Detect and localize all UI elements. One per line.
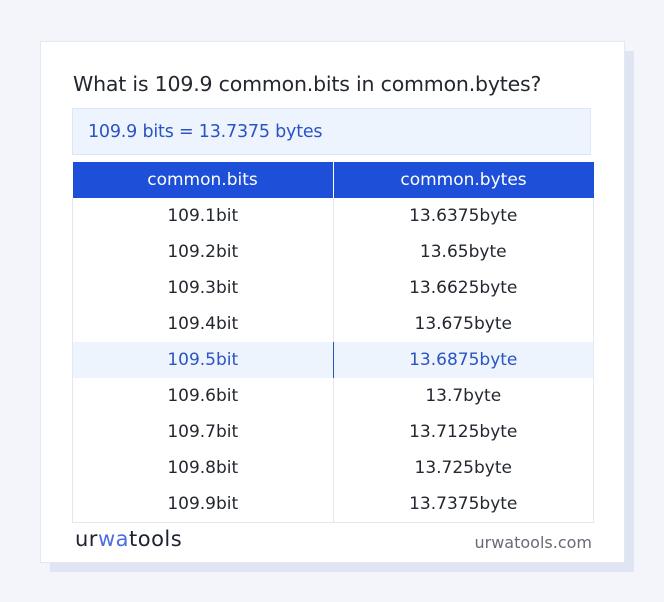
table-row: 109.2bit 13.65byte [72, 234, 594, 270]
table-header-row: common.bits common.bytes [72, 162, 594, 198]
page-title: What is 109.9 common.bits in common.byte… [73, 72, 542, 96]
urwatools-logo[interactable]: urwatools [75, 527, 183, 551]
table-row: 109.1bit 13.6375byte [72, 198, 594, 234]
cell-bytes: 13.725byte [332, 450, 594, 486]
cell-bytes: 13.7byte [332, 378, 594, 414]
conversion-table: common.bits common.bytes 109.1bit 13.6375… [72, 162, 594, 523]
table-row: 109.6bit 13.7byte [72, 378, 594, 414]
cell-bytes: 13.7375byte [332, 486, 594, 523]
cell-bytes: 13.7125byte [332, 414, 594, 450]
column-header-bytes: common.bytes [333, 162, 594, 198]
cell-bits: 109.4bit [72, 306, 334, 342]
cell-bits: 109.8bit [72, 450, 334, 486]
cell-bytes: 13.6375byte [332, 198, 594, 234]
result-text: 109.9 bits = 13.7375 bytes [88, 122, 323, 142]
cell-bits: 109.7bit [72, 414, 334, 450]
cell-bytes: 13.675byte [332, 306, 594, 342]
cell-bits: 109.5bit [72, 342, 334, 378]
cell-bits: 109.2bit [72, 234, 334, 270]
site-url[interactable]: urwatools.com [474, 533, 593, 552]
table-row: 109.5bit 13.6875byte [72, 342, 594, 378]
cell-bits: 109.3bit [72, 270, 334, 306]
converter-card: What is 109.9 common.bits in common.byte… [40, 41, 625, 563]
cell-bits: 109.1bit [72, 198, 334, 234]
cell-bytes: 13.6625byte [332, 270, 594, 306]
cell-bits: 109.9bit [72, 486, 334, 523]
table-row: 109.3bit 13.6625byte [72, 270, 594, 306]
cell-bits: 109.6bit [72, 378, 334, 414]
table-row: 109.9bit 13.7375byte [72, 486, 594, 523]
cell-bytes: 13.65byte [332, 234, 594, 270]
table-row: 109.7bit 13.7125byte [72, 414, 594, 450]
column-header-bits: common.bits [72, 162, 334, 198]
cell-bytes: 13.6875byte [332, 342, 594, 378]
table-row: 109.8bit 13.725byte [72, 450, 594, 486]
table-row: 109.4bit 13.675byte [72, 306, 594, 342]
result-box: 109.9 bits = 13.7375 bytes [72, 108, 591, 155]
